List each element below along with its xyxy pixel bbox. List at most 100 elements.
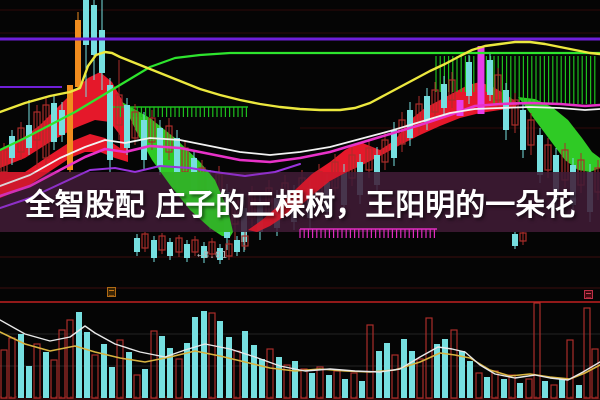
green-ribbon-right xyxy=(518,97,600,172)
candle-body-down xyxy=(527,119,535,146)
volume-bar-up xyxy=(251,345,257,398)
ma-green xyxy=(0,51,600,152)
volume-bar-down xyxy=(425,317,433,399)
volume-bar-down xyxy=(450,329,458,399)
volume-bar-down xyxy=(58,329,66,399)
volume-bar-up xyxy=(276,357,282,398)
volume-bar-up xyxy=(101,344,107,398)
volume-bar-down xyxy=(0,349,8,399)
candle-body-up xyxy=(134,238,140,252)
volume-bar-down xyxy=(133,374,141,399)
volume-bar-down xyxy=(416,358,424,399)
volume-bar-up xyxy=(167,348,173,398)
candle-body-up xyxy=(83,0,89,45)
candle-body-up xyxy=(520,110,526,150)
candle-body-down xyxy=(544,144,552,171)
candle-body-up xyxy=(217,248,223,260)
volume-bar-up xyxy=(126,352,132,398)
volume-bar-up xyxy=(109,367,115,398)
candle-body-down xyxy=(131,111,139,139)
volume-bar-up xyxy=(501,379,507,398)
volume-ma-gold xyxy=(0,331,600,380)
volume-bar-up xyxy=(226,337,232,398)
candle-body-limit xyxy=(75,20,81,87)
candle-body-down xyxy=(494,74,502,101)
volume-ma-group xyxy=(0,319,600,381)
candle-body-up xyxy=(391,130,397,158)
candle-body-down xyxy=(519,232,527,242)
candle-body-up xyxy=(184,244,190,258)
ma-lines-group xyxy=(0,40,600,209)
volume-bar-down xyxy=(283,364,291,399)
red-ribbon-right-inband xyxy=(248,172,348,232)
volume-bar-up xyxy=(84,332,90,398)
candle-body-up xyxy=(201,246,207,258)
highlight-bar xyxy=(477,46,485,114)
volume-bar-up xyxy=(43,352,49,398)
volume-bar-down xyxy=(175,358,183,399)
candle-body-down xyxy=(42,104,50,159)
volume-bar-up xyxy=(159,336,165,398)
volume-bar-down xyxy=(150,330,158,399)
volume-bar-up xyxy=(326,375,332,398)
candle-body-up xyxy=(99,30,105,73)
volume-bar-down xyxy=(316,366,324,399)
volume-bar-down xyxy=(91,354,99,399)
volume-bar-down xyxy=(116,339,124,399)
candle-body-up xyxy=(374,155,380,185)
candle-body-down xyxy=(17,127,25,153)
candle-body-down xyxy=(115,94,123,126)
volume-bar-up xyxy=(184,343,190,398)
volume-bar-up xyxy=(242,331,248,398)
candle-body-down xyxy=(511,99,519,126)
candle-body-up xyxy=(234,240,240,252)
candle-body-up xyxy=(487,60,493,95)
volume-bar-up xyxy=(542,381,548,398)
volume-bar-up xyxy=(467,361,473,398)
candle-body-up xyxy=(91,5,97,55)
candle-body-down xyxy=(175,237,183,253)
volume-bar-down xyxy=(350,372,358,399)
highlight-bar xyxy=(456,100,464,116)
volume-bar-up xyxy=(434,344,440,398)
ma-violet-inband xyxy=(0,172,279,209)
candle-body-down xyxy=(381,139,389,163)
volume-bar-down xyxy=(525,378,533,399)
volume-bar-down xyxy=(533,302,541,399)
volume-bars-group xyxy=(0,302,599,399)
volume-bar-down xyxy=(591,348,599,399)
candle-body-up xyxy=(441,84,447,108)
candle-body-down xyxy=(241,235,249,247)
volume-bar-up xyxy=(26,366,32,398)
volume-bar-up xyxy=(359,381,365,398)
candle-body-up xyxy=(107,85,113,160)
volume-bar-down xyxy=(475,372,483,399)
volume-bar-up xyxy=(259,359,265,398)
volume-bar-up xyxy=(517,383,523,398)
green-ribbon-left-inband xyxy=(160,172,233,232)
banner-ribbons-group xyxy=(0,172,348,232)
price-low-label: ←8.01 xyxy=(197,250,228,261)
volume-bar-up xyxy=(559,379,565,398)
volume-bar-up xyxy=(459,351,465,398)
red-ribbon-right xyxy=(248,82,518,232)
volume-bar-up xyxy=(18,334,24,398)
volume-bar-down xyxy=(266,348,274,399)
candle-body-up xyxy=(503,90,509,130)
candle-body-up xyxy=(167,242,173,256)
volume-bar-down xyxy=(366,324,374,399)
candle-body-up xyxy=(424,96,430,122)
candle-body-down xyxy=(148,117,156,143)
ma-yellow xyxy=(0,40,600,114)
volume-bar-down xyxy=(50,359,58,399)
candle-body-down xyxy=(191,239,199,253)
title-text: 全智股配 庄子的三棵树，王阳明的一朵花 xyxy=(24,188,576,223)
volume-bar-up xyxy=(192,317,198,398)
candle-body-up xyxy=(59,110,65,135)
candle-body-down xyxy=(448,79,456,101)
candle-body-up xyxy=(537,135,543,175)
candle-body-down xyxy=(431,89,439,113)
candle-body-up xyxy=(466,62,472,96)
volume-bar-up xyxy=(201,311,207,398)
volume-bar-down xyxy=(583,307,591,399)
